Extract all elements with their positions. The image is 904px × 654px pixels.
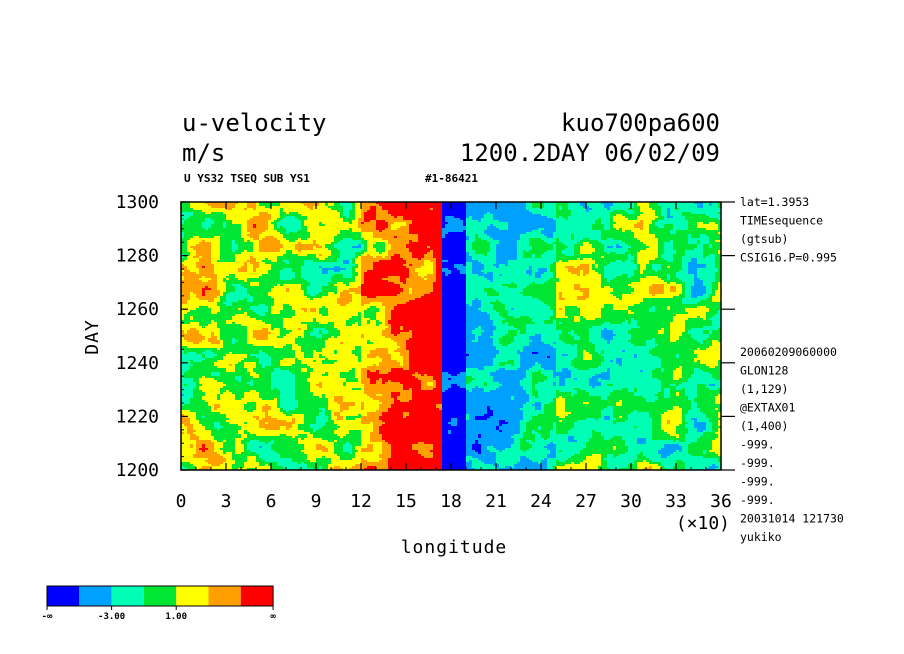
subtitle-left: U YS32 TSEQ SUB YS1: [184, 172, 310, 185]
time-label: 1200.2DAY 06/02/09: [460, 139, 720, 167]
chart-title: u-velocity: [182, 109, 327, 137]
subtitle-right: #1-86421: [425, 172, 478, 185]
units-label: m/s: [182, 139, 225, 167]
run-name: kuo700pa600: [561, 109, 720, 137]
heatmap-field: [181, 202, 722, 471]
